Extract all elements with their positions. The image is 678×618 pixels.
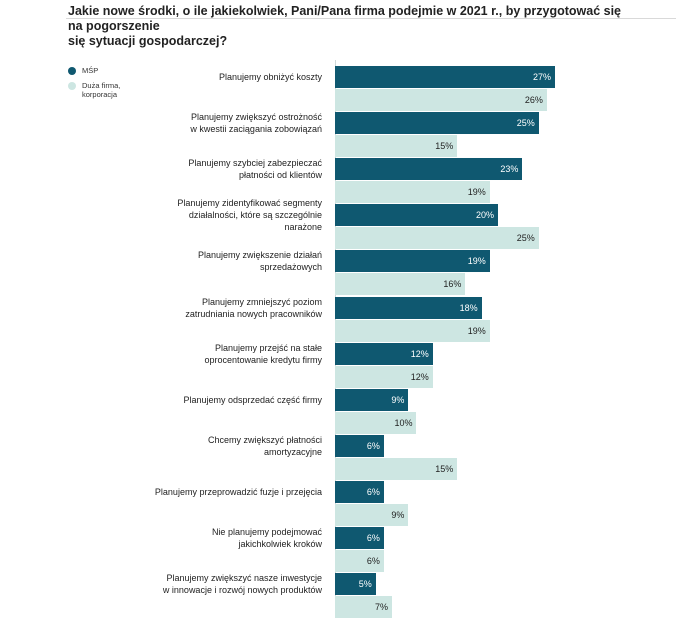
- bar-msp: [335, 112, 539, 135]
- value-label-large-company: 10%: [394, 417, 413, 428]
- bar-msp: [335, 204, 498, 227]
- value-label-large-company: 16%: [443, 279, 462, 290]
- title-divider: [66, 18, 676, 19]
- legend-swatch-msp: [68, 67, 76, 75]
- category-label: Planujemy zmniejszyć poziom zatrudniania…: [185, 296, 322, 319]
- bar-large-company: [335, 319, 490, 342]
- category-label: Planujemy szybciej zabezpieczać płatnośc…: [188, 158, 322, 181]
- value-label-msp: 18%: [459, 302, 478, 313]
- category-label: Planujemy zwiększyć nasze inwestycje w i…: [162, 573, 322, 596]
- value-label-msp: 20%: [475, 210, 494, 221]
- value-label-large-company: 19%: [467, 187, 486, 198]
- bar-msp: [335, 434, 384, 457]
- category-label: Nie planujemy podejmować jakichkolwiek k…: [211, 527, 322, 549]
- category-label: Planujemy zidentyfikować segmenty działa…: [177, 198, 322, 233]
- legend-item-msp: MŚP: [68, 66, 120, 75]
- value-label-msp: 6%: [366, 440, 380, 451]
- value-label-msp: 5%: [358, 579, 372, 590]
- bar-msp: [335, 158, 523, 181]
- bar-large-company: [335, 411, 417, 434]
- bar-msp: [335, 250, 490, 273]
- value-label-large-company: 9%: [391, 509, 405, 520]
- value-label-large-company: 6%: [366, 556, 380, 566]
- bar-msp: [335, 388, 409, 411]
- category-label: Planujemy zwiększenie działań sprzedażow…: [197, 250, 322, 273]
- bar-msp: [335, 342, 433, 365]
- value-label-msp: 25%: [516, 118, 535, 129]
- value-label-msp: 12%: [410, 348, 429, 359]
- value-label-large-company: 7%: [375, 602, 389, 613]
- bar-large-company: [335, 365, 433, 388]
- bar-large-company: [335, 503, 409, 526]
- value-label-large-company: 26%: [524, 95, 543, 105]
- category-label: Planujemy przeprowadzić fuzje i przejęci…: [154, 486, 322, 497]
- value-label-large-company: 25%: [516, 233, 535, 244]
- value-label-large-company: 15%: [435, 463, 454, 474]
- bar-large-company: [335, 273, 466, 296]
- value-label-large-company: 15%: [435, 141, 454, 152]
- category-label: Planujemy obniżyć koszty: [218, 72, 322, 82]
- legend: MŚP Duża firma, korporacja: [68, 66, 120, 105]
- bar-large-company: [335, 457, 458, 480]
- bar-large-company: [335, 181, 490, 204]
- bar-msp: [335, 66, 555, 88]
- bar-large-company: [335, 135, 458, 158]
- legend-label-large-company: Duża firma, korporacja: [82, 81, 121, 99]
- category-label: Planujemy zwiększyć ostrożność w kwestii…: [190, 112, 322, 135]
- legend-item-large-company: Duża firma, korporacja: [68, 81, 120, 99]
- bar-msp: [335, 480, 384, 503]
- legend-swatch-large-company: [68, 82, 76, 90]
- category-label: Chcemy zwiększyć płatności amortyzacyjne: [207, 434, 322, 457]
- bar-msp: [335, 527, 384, 549]
- category-label: Planujemy przejść na stałe oprocentowani…: [204, 342, 322, 365]
- value-label-msp: 6%: [366, 533, 380, 543]
- category-label: Planujemy odsprzedać część firmy: [183, 394, 322, 405]
- bar-large-company: [335, 89, 547, 111]
- value-label-msp: 19%: [467, 256, 486, 267]
- bar-large-company: [335, 550, 384, 572]
- value-label-msp: 27%: [532, 72, 551, 82]
- bar-msp: [335, 296, 482, 319]
- value-label-msp: 9%: [391, 394, 405, 405]
- value-label-msp: 23%: [500, 164, 519, 175]
- chart-title: Jakie nowe środki, o ile jakiekolwiek, P…: [68, 4, 621, 48]
- value-label-msp: 6%: [366, 486, 380, 497]
- legend-label-msp: MŚP: [82, 66, 99, 75]
- value-label-large-company: 19%: [467, 325, 486, 336]
- value-label-large-company: 12%: [410, 371, 429, 382]
- bar-large-company: [335, 227, 539, 250]
- bar-msp: [335, 573, 376, 596]
